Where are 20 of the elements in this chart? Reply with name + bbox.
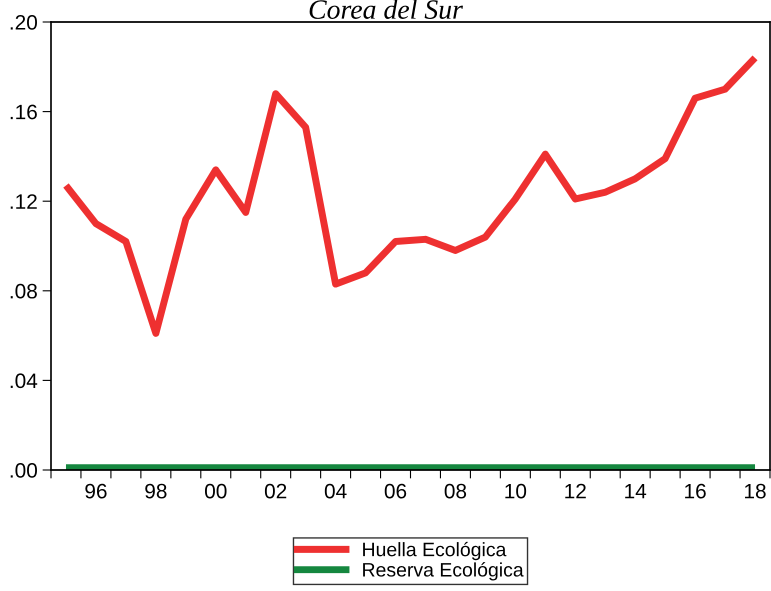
x-tick-label: 18 [745, 484, 766, 498]
x-tick-label: 14 [625, 484, 646, 498]
legend-label: Reserva Ecológica [363, 562, 524, 581]
y-tick-label: .16 [10, 104, 37, 120]
x-tick-label: 08 [444, 484, 466, 498]
x-tick-label: 06 [384, 484, 406, 498]
y-tick-label: .00 [10, 463, 37, 478]
y-tick-label: .20 [10, 15, 37, 30]
x-tick-label: 12 [565, 484, 586, 498]
x-tick-label: 00 [205, 484, 227, 498]
y-tick-label: .04 [10, 373, 38, 388]
x-tick-label: 10 [505, 484, 526, 498]
y-tick-label: .12 [10, 194, 37, 209]
x-tick-label: 16 [685, 484, 706, 498]
x-tick-label: 98 [145, 484, 167, 498]
x-tick-label: 96 [85, 484, 107, 498]
y-tick-label: .08 [10, 284, 37, 299]
x-tick-label: 04 [324, 484, 347, 498]
legend-label: Huella Ecológica [363, 542, 506, 560]
x-tick-label: 02 [264, 484, 286, 498]
